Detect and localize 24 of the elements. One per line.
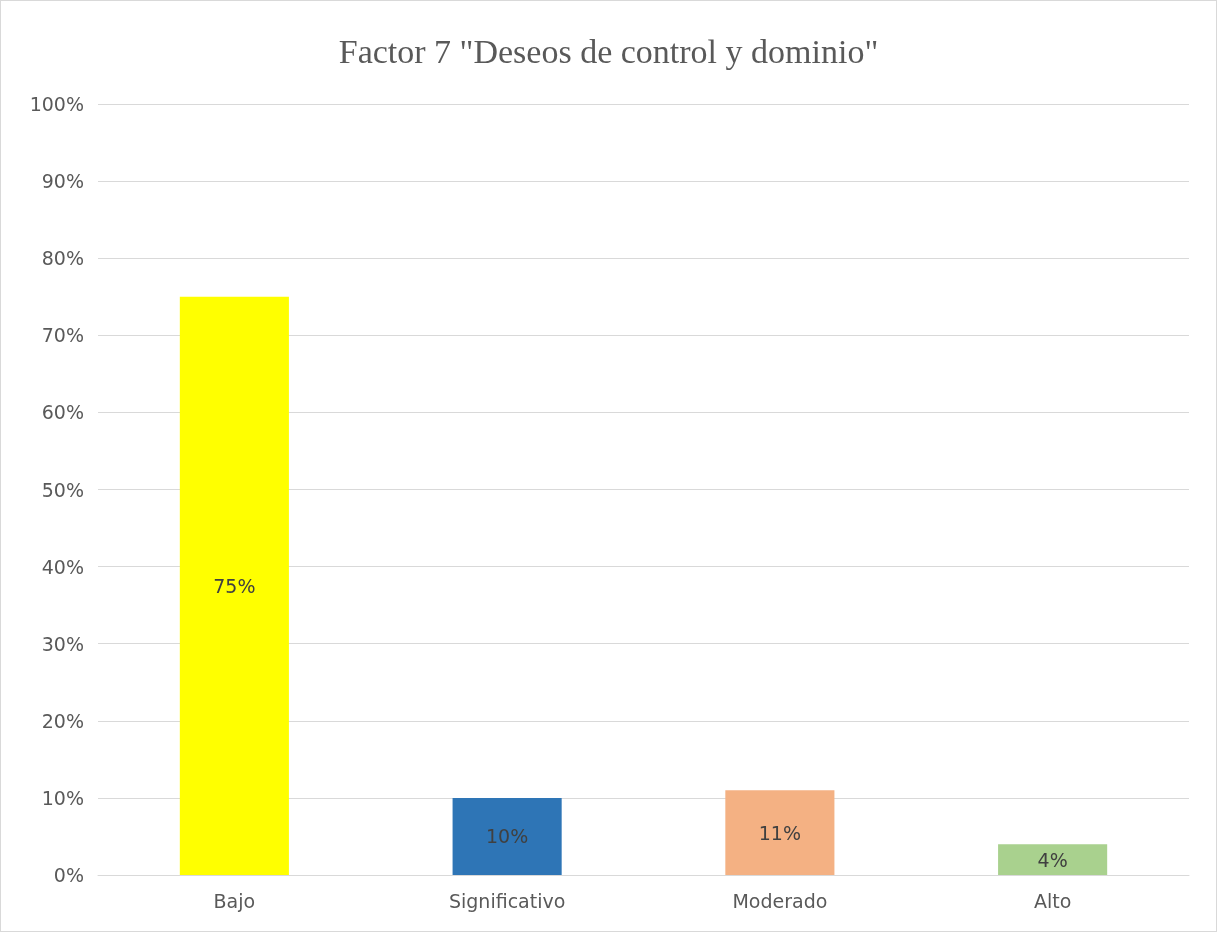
bar <box>725 790 835 875</box>
bar <box>452 797 562 875</box>
x-tick-label: Bajo <box>213 889 256 912</box>
y-tick-label: 20% <box>41 709 84 732</box>
y-tick-label: 30% <box>41 632 84 655</box>
y-tick-label: 100% <box>29 93 84 115</box>
data-label: 4% <box>1037 848 1068 871</box>
bar <box>998 844 1108 875</box>
x-tick-label: Alto <box>1033 889 1072 912</box>
y-tick-label: 60% <box>41 401 84 424</box>
y-tick-label: 70% <box>41 324 84 347</box>
bar <box>179 296 289 875</box>
y-tick-label: 40% <box>41 555 84 578</box>
x-tick-label: Moderado <box>732 889 828 912</box>
y-tick-label: 80% <box>41 247 84 270</box>
y-tick-label: 0% <box>53 864 84 886</box>
y-tick-label: 50% <box>41 478 84 501</box>
data-label: 10% <box>486 825 529 848</box>
y-tick-label: 10% <box>41 786 84 809</box>
data-label: 75% <box>213 574 256 597</box>
data-label: 11% <box>758 821 801 844</box>
x-tick-label: Significativo <box>448 889 566 912</box>
y-tick-label: 90% <box>41 170 84 193</box>
chart-title: Factor 7 "Deseos de control y dominio" <box>338 32 879 70</box>
